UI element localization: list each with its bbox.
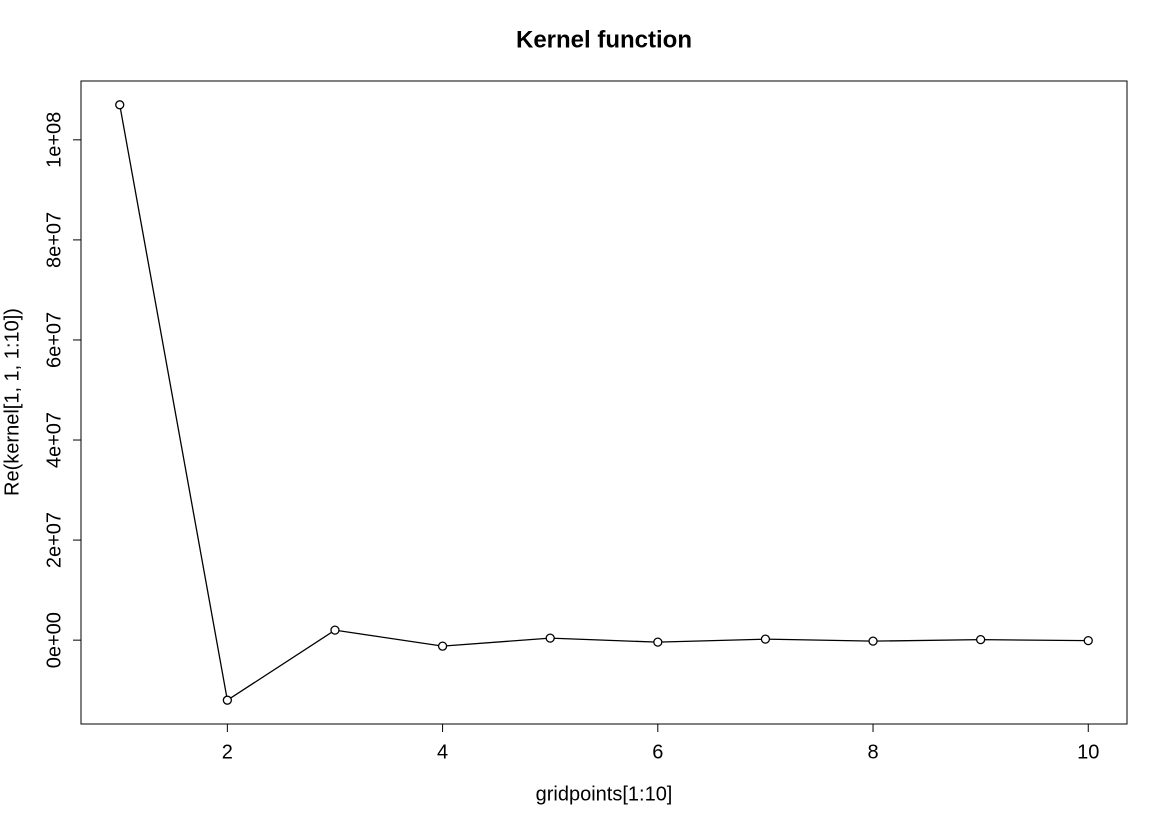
point xyxy=(115,100,125,110)
point xyxy=(1083,635,1093,646)
y-tick-label: 0e+00 xyxy=(43,612,65,668)
y-tick-label: 2e+07 xyxy=(43,512,65,568)
line xyxy=(119,104,1089,702)
point xyxy=(653,637,663,647)
point xyxy=(545,633,555,643)
point xyxy=(868,636,878,646)
point xyxy=(437,641,448,651)
y-tick-label: 8e+07 xyxy=(43,212,65,268)
x-tick-label: 6 xyxy=(652,741,663,763)
y-tick-label: 4e+07 xyxy=(43,412,65,468)
x-tick-label: 8 xyxy=(867,741,878,763)
point xyxy=(330,625,340,635)
y-tick-label: 6e+07 xyxy=(43,312,65,368)
x-tick-label: 4 xyxy=(437,741,448,763)
point xyxy=(760,634,771,644)
x-axis-label: gridpoints[1:10] xyxy=(536,783,673,805)
x-tick-label: 2 xyxy=(222,741,233,763)
point xyxy=(222,695,233,705)
x-tick-label: 10 xyxy=(1077,741,1099,763)
y-tick-label: 1e+08 xyxy=(43,112,65,168)
point xyxy=(975,634,986,645)
y-axis-label: Re(kernel[1, 1, 1:10]) xyxy=(1,308,23,496)
plot-frame xyxy=(80,80,1128,725)
chart-title: Kernel function xyxy=(516,26,692,53)
